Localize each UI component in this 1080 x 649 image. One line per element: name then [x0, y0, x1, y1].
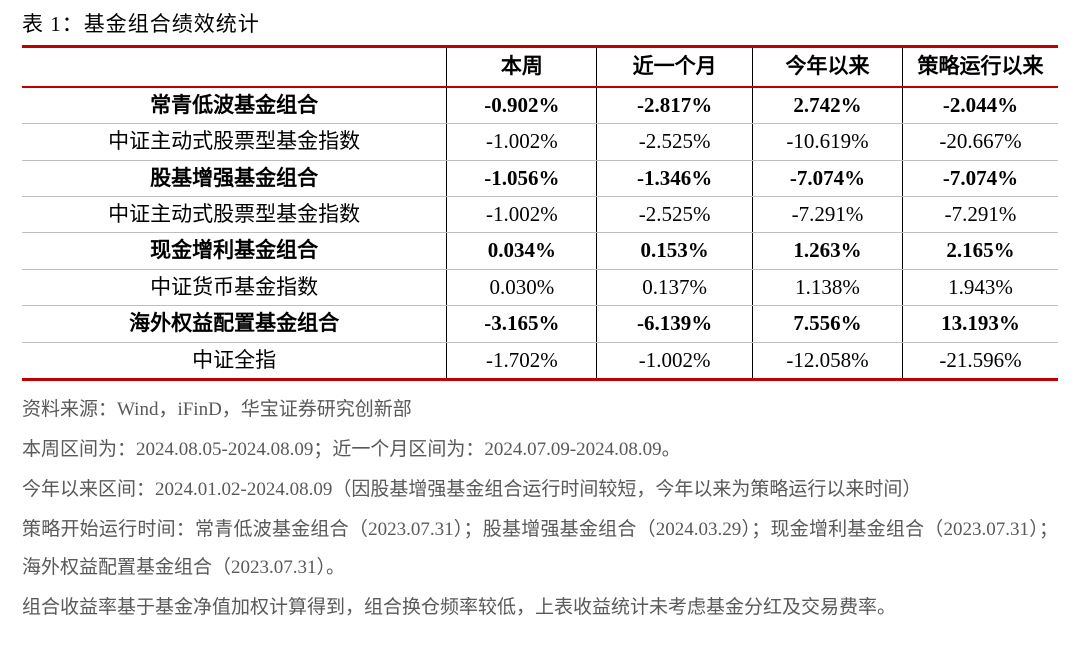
- note-line: 组合收益率基于基金净值加权计算得到，组合换仓频率较低，上表收益统计未考虑基金分红…: [22, 589, 1058, 627]
- row-value: -2.044%: [903, 87, 1058, 124]
- col-header-ytd: 今年以来: [752, 47, 902, 87]
- row-label: 股基增强基金组合: [22, 160, 447, 196]
- row-value: -1.056%: [447, 160, 597, 196]
- row-value: 7.556%: [752, 306, 902, 342]
- row-value: -20.667%: [903, 124, 1058, 160]
- col-header-week: 本周: [447, 47, 597, 87]
- row-value: -3.165%: [447, 306, 597, 342]
- row-value: 1.943%: [903, 269, 1058, 305]
- row-value: -7.291%: [752, 196, 902, 232]
- row-label: 常青低波基金组合: [22, 87, 447, 124]
- table-title: 表 1：基金组合绩效统计: [22, 10, 1058, 39]
- table-row: 中证全指-1.702%-1.002%-12.058%-21.596%: [22, 342, 1058, 379]
- row-value: -2.817%: [597, 87, 752, 124]
- row-value: 0.030%: [447, 269, 597, 305]
- row-value: -1.002%: [447, 196, 597, 232]
- row-value: -21.596%: [903, 342, 1058, 379]
- row-value: 0.137%: [597, 269, 752, 305]
- row-value: -2.525%: [597, 124, 752, 160]
- col-header-since: 策略运行以来: [903, 47, 1058, 87]
- col-header-name: [22, 47, 447, 87]
- note-line: 策略开始运行时间：常青低波基金组合（2023.07.31）；股基增强基金组合（2…: [22, 511, 1058, 587]
- row-value: -7.074%: [752, 160, 902, 196]
- notes-section: 资料来源：Wind，iFinD，华宝证券研究创新部本周区间为：2024.08.0…: [22, 391, 1058, 627]
- row-label: 现金增利基金组合: [22, 233, 447, 269]
- row-value: 2.742%: [752, 87, 902, 124]
- row-value: -1.702%: [447, 342, 597, 379]
- row-label: 中证货币基金指数: [22, 269, 447, 305]
- row-value: 13.193%: [903, 306, 1058, 342]
- row-label: 海外权益配置基金组合: [22, 306, 447, 342]
- row-value: -1.346%: [597, 160, 752, 196]
- performance-table: 本周 近一个月 今年以来 策略运行以来 常青低波基金组合-0.902%-2.81…: [22, 45, 1058, 381]
- table-row: 中证主动式股票型基金指数-1.002%-2.525%-10.619%-20.66…: [22, 124, 1058, 160]
- row-label: 中证主动式股票型基金指数: [22, 124, 447, 160]
- row-value: -7.291%: [903, 196, 1058, 232]
- col-header-month: 近一个月: [597, 47, 752, 87]
- row-label: 中证全指: [22, 342, 447, 379]
- row-value: -2.525%: [597, 196, 752, 232]
- row-value: 2.165%: [903, 233, 1058, 269]
- row-value: -1.002%: [447, 124, 597, 160]
- note-line: 资料来源：Wind，iFinD，华宝证券研究创新部: [22, 391, 1058, 429]
- row-value: -0.902%: [447, 87, 597, 124]
- note-line: 本周区间为：2024.08.05-2024.08.09；近一个月区间为：2024…: [22, 431, 1058, 469]
- note-line: 今年以来区间：2024.01.02-2024.08.09（因股基增强基金组合运行…: [22, 471, 1058, 509]
- table-header-row: 本周 近一个月 今年以来 策略运行以来: [22, 47, 1058, 87]
- row-value: -10.619%: [752, 124, 902, 160]
- row-value: 1.138%: [752, 269, 902, 305]
- row-value: 1.263%: [752, 233, 902, 269]
- table-row: 常青低波基金组合-0.902%-2.817%2.742%-2.044%: [22, 87, 1058, 124]
- row-value: 0.153%: [597, 233, 752, 269]
- table-row: 股基增强基金组合-1.056%-1.346%-7.074%-7.074%: [22, 160, 1058, 196]
- table-row: 中证货币基金指数0.030%0.137%1.138%1.943%: [22, 269, 1058, 305]
- row-value: -12.058%: [752, 342, 902, 379]
- row-value: -7.074%: [903, 160, 1058, 196]
- row-label: 中证主动式股票型基金指数: [22, 196, 447, 232]
- table-row: 中证主动式股票型基金指数-1.002%-2.525%-7.291%-7.291%: [22, 196, 1058, 232]
- row-value: -6.139%: [597, 306, 752, 342]
- table-row: 海外权益配置基金组合-3.165%-6.139%7.556%13.193%: [22, 306, 1058, 342]
- table-row: 现金增利基金组合0.034%0.153%1.263%2.165%: [22, 233, 1058, 269]
- row-value: -1.002%: [597, 342, 752, 379]
- row-value: 0.034%: [447, 233, 597, 269]
